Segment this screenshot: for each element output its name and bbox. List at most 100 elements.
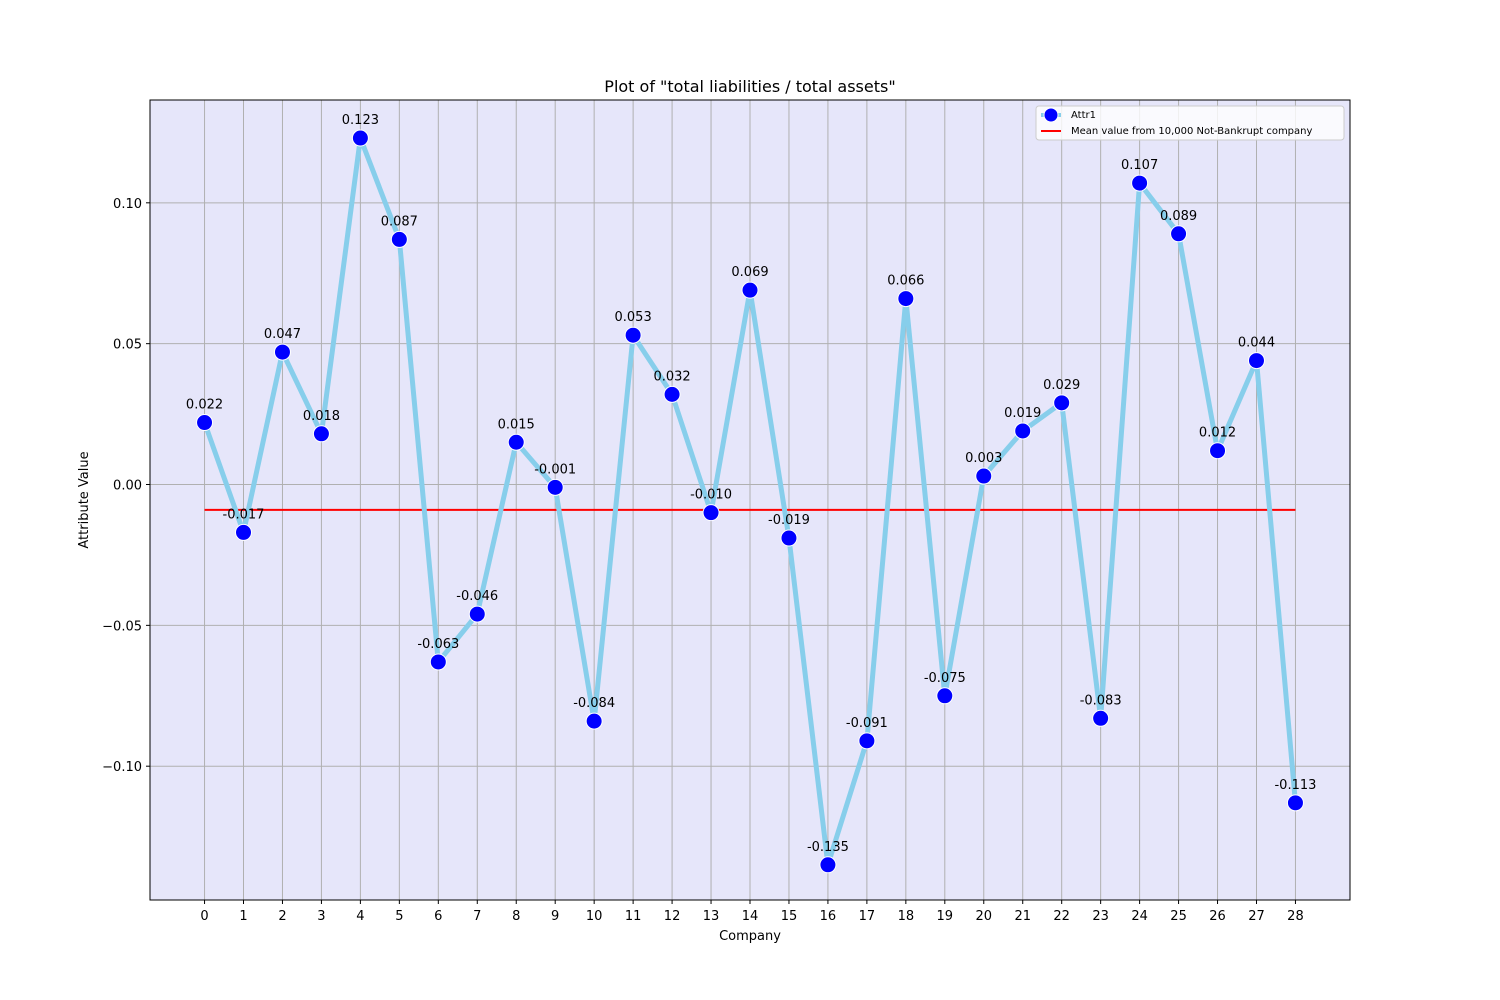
- x-tick-label: 8: [512, 909, 520, 924]
- x-tick-label: 0: [200, 909, 208, 924]
- attr1-data-point: [585, 712, 603, 730]
- legend-box: [1035, 105, 1345, 141]
- attr1-data-point: [390, 230, 408, 248]
- attr1-data-label: 0.012: [1199, 426, 1236, 441]
- attr1-data-label: 0.089: [1160, 209, 1197, 224]
- attr1-data-label: -0.017: [223, 507, 265, 522]
- attr1-data-point: [1170, 225, 1188, 243]
- x-tick-label: 22: [1053, 909, 1070, 924]
- attr1-data-point: [1247, 352, 1265, 370]
- x-tick-label: 27: [1248, 909, 1265, 924]
- attr1-data-point: [624, 326, 642, 344]
- y-axis-ticks: −0.10 −0.05 0.00 0.05 0.10: [102, 197, 150, 775]
- x-tick-label: 4: [356, 909, 364, 924]
- attr1-data-point: [741, 281, 759, 299]
- x-tick-label: 21: [1014, 909, 1031, 924]
- data-label-layer: 0.022 -0.017 0.047 0.018 0.123 0.087 -0.063 -0.…: [186, 113, 1316, 855]
- attr1-data-label: -0.019: [768, 513, 810, 528]
- attr1-data-point: [663, 385, 681, 403]
- attr1-data-label: -0.046: [456, 589, 498, 604]
- x-tick-label: 2: [278, 909, 286, 924]
- x-axis-label: Company: [719, 929, 781, 944]
- attr1-data-point: [780, 529, 798, 547]
- chart-title: Plot of "total liabilities / total asset…: [604, 77, 895, 96]
- attr1-data-point: [273, 343, 291, 361]
- x-tick-label: 28: [1287, 909, 1304, 924]
- x-tick-label: 12: [664, 909, 681, 924]
- x-tick-label: 15: [781, 909, 798, 924]
- attr1-data-label: 0.032: [653, 369, 690, 384]
- attr1-data-point: [468, 605, 486, 623]
- attr1-data-label: -0.084: [573, 696, 615, 711]
- y-tick-label: −0.10: [102, 760, 142, 775]
- attr1-data-label: -0.135: [807, 840, 849, 855]
- x-tick-label: 10: [586, 909, 603, 924]
- x-tick-label: 7: [473, 909, 481, 924]
- x-tick-label: 1: [239, 909, 247, 924]
- attr1-data-label: 0.053: [615, 310, 652, 325]
- x-tick-label: 26: [1209, 909, 1226, 924]
- x-tick-label: 9: [551, 909, 559, 924]
- attr1-data-label: 0.107: [1121, 158, 1158, 173]
- attr1-data-point: [1014, 422, 1032, 440]
- attr1-data-label: -0.063: [417, 637, 459, 652]
- x-tick-label: 11: [625, 909, 642, 924]
- legend: Attr1 Mean value from 10,000 Not-Bankrup…: [1035, 105, 1345, 141]
- x-axis-ticks: 0 1 2 3 4 5 6 7 8 9 10 11 12 13 14 15 16 17 18 19 20 21 22 23 24…: [200, 900, 1304, 924]
- attr1-data-label: -0.091: [846, 716, 888, 731]
- attr1-data-point: [507, 433, 525, 451]
- attr1-data-point: [196, 414, 214, 432]
- legend-mean-label: Mean value from 10,000 Not-Bankrupt comp…: [1071, 126, 1312, 137]
- x-tick-label: 17: [859, 909, 876, 924]
- x-tick-label: 14: [742, 909, 759, 924]
- attr1-data-point: [1053, 394, 1071, 412]
- attr1-data-label: 0.022: [186, 398, 223, 413]
- attr1-data-point: [858, 732, 876, 750]
- attr1-data-point: [429, 653, 447, 671]
- x-tick-label: 18: [898, 909, 915, 924]
- legend-attr1-label: Attr1: [1071, 110, 1096, 121]
- attr1-data-label: 0.066: [887, 274, 924, 289]
- attr1-data-point: [1092, 709, 1110, 727]
- x-tick-label: 3: [317, 909, 325, 924]
- attr1-data-point: [312, 425, 330, 443]
- x-tick-label: 16: [820, 909, 837, 924]
- x-tick-label: 25: [1170, 909, 1187, 924]
- attr1-data-label: -0.010: [690, 488, 732, 503]
- attr1-data-label: 0.019: [1004, 406, 1041, 421]
- x-tick-label: 6: [434, 909, 442, 924]
- attr1-data-point: [975, 467, 993, 485]
- attr1-data-point: [819, 856, 837, 874]
- attr1-data-point: [936, 687, 954, 705]
- attr1-data-label: 0.087: [381, 214, 418, 229]
- attr1-data-label: 0.003: [965, 451, 1002, 466]
- attr1-data-label: 0.015: [498, 417, 535, 432]
- attr1-data-point: [897, 290, 915, 308]
- legend-attr1-marker: [1043, 107, 1059, 123]
- attr1-data-label: 0.123: [342, 113, 379, 128]
- series-layer: [196, 129, 1304, 874]
- attr1-data-point: [351, 129, 369, 147]
- y-tick-label: −0.05: [102, 619, 142, 634]
- attr1-data-point: [702, 504, 720, 522]
- x-tick-label: 24: [1131, 909, 1148, 924]
- attr1-data-label: 0.029: [1043, 378, 1080, 393]
- attr1-data-label: 0.047: [264, 327, 301, 342]
- y-axis-label: Attribute Value: [77, 451, 92, 548]
- x-tick-label: 13: [703, 909, 720, 924]
- x-tick-label: 23: [1092, 909, 1109, 924]
- attr1-data-label: 0.018: [303, 409, 340, 424]
- y-tick-label: 0.00: [113, 479, 142, 494]
- x-tick-label: 19: [937, 909, 954, 924]
- x-tick-label: 20: [975, 909, 992, 924]
- y-tick-label: 0.10: [113, 197, 142, 212]
- attr1-data-label: -0.113: [1274, 778, 1316, 793]
- attr1-data-label: 0.044: [1238, 336, 1275, 351]
- attr1-data-point: [546, 478, 564, 496]
- attr1-data-label: -0.001: [534, 462, 576, 477]
- attr1-data-point: [1209, 442, 1227, 460]
- attr1-data-label: -0.075: [924, 671, 966, 686]
- x-tick-label: 5: [395, 909, 403, 924]
- y-tick-label: 0.05: [113, 338, 142, 353]
